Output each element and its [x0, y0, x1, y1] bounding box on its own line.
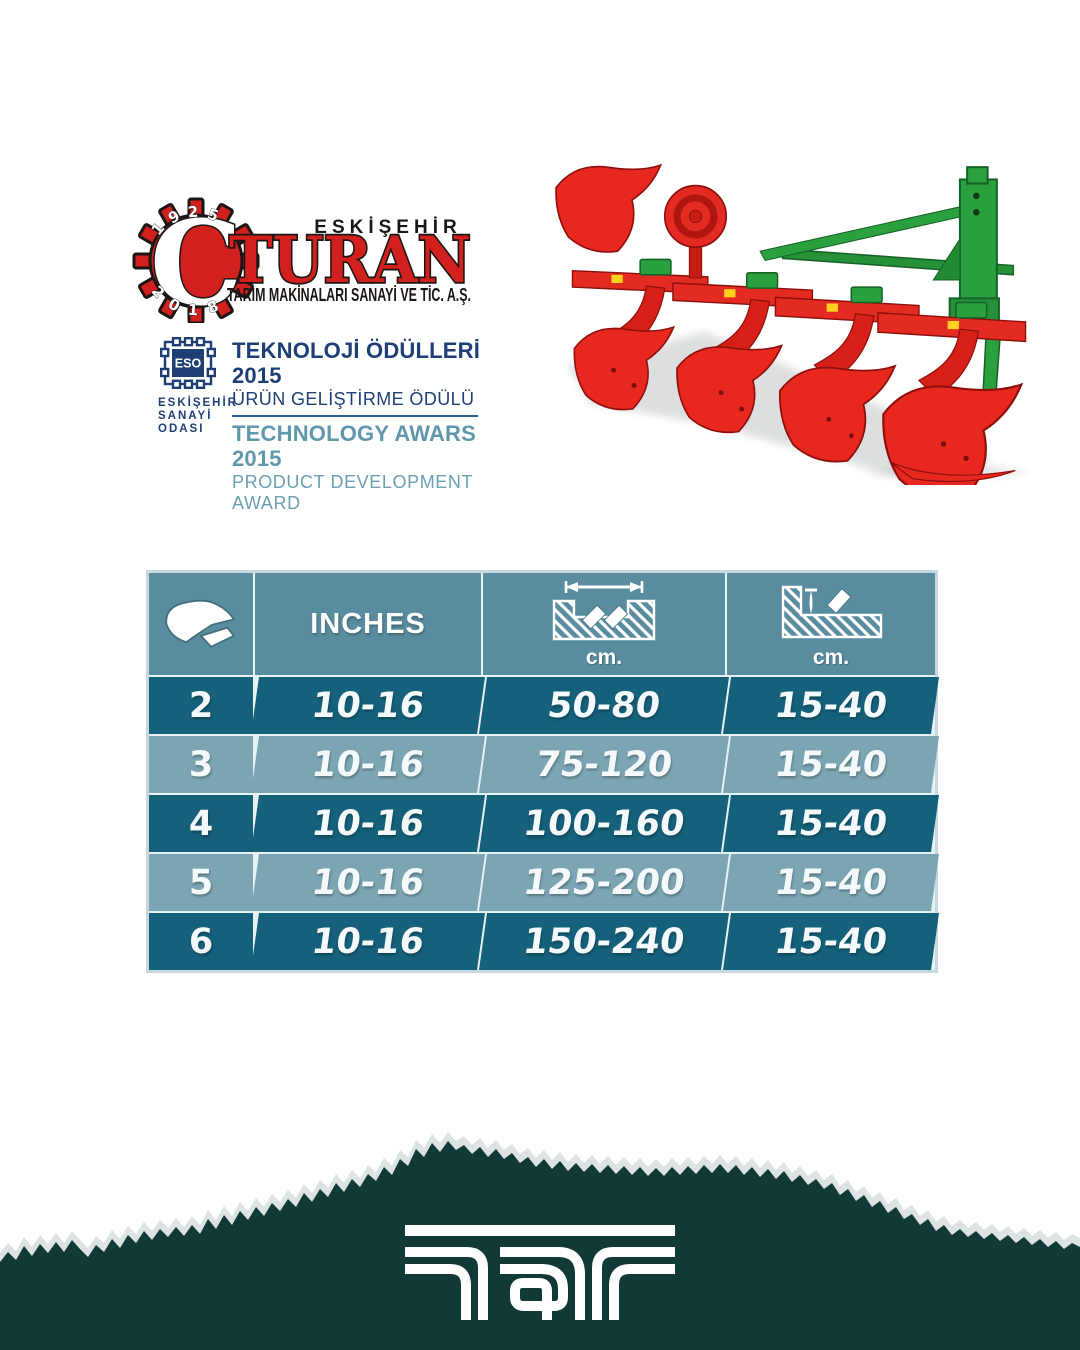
table-cell: 125-200 — [478, 854, 730, 911]
table-cell: 10-16 — [250, 795, 486, 852]
width-unit-label: cm. — [585, 645, 623, 669]
svg-text:2: 2 — [187, 203, 199, 222]
award-text: TEKNOLOJİ ÖDÜLLERİ 2015 ÜRÜN GELİŞTİRME … — [232, 336, 518, 514]
depth-unit-label: cm. — [812, 645, 850, 669]
table-cell: 10-16 — [250, 677, 486, 734]
working-depth-icon — [781, 585, 883, 638]
svg-text:ESO: ESO — [175, 357, 202, 371]
header-plow-body-column — [149, 573, 253, 675]
product-photo-plow — [555, 163, 1034, 485]
brand-name: TURAN — [229, 223, 471, 298]
table-cell: 15-40 — [722, 913, 940, 970]
beams — [571, 269, 1027, 343]
svg-text:1: 1 — [187, 301, 199, 320]
table-cell: 4 — [149, 795, 253, 852]
table-cell: 15-40 — [722, 795, 940, 852]
table-cell: 5 — [149, 854, 253, 911]
tst-monogram-icon — [405, 1225, 675, 1320]
table-cell: 10-16 — [250, 913, 486, 970]
eso-org-name: ESKİŞEHİR SANAYİ ODASI — [158, 397, 238, 435]
award-badge: ESO ESKİŞEHİR SANAYİ ODASI TEKNOLOJİ ÖDÜ… — [158, 336, 518, 514]
award-title-en: TECHNOLOGY AWARS 2015 — [232, 421, 476, 471]
moldboards — [555, 163, 1023, 485]
table-cell: 100-160 — [478, 795, 730, 852]
table-cell: 3 — [149, 736, 253, 793]
table-cell: 15-40 — [722, 677, 940, 734]
table-cell: 2 — [149, 677, 253, 734]
table-cell: 150-240 — [478, 913, 730, 970]
spec-table: INCHES cm. — [146, 570, 940, 973]
depth-wheel — [663, 184, 728, 279]
header-inches-column: INCHES — [255, 573, 481, 675]
table-cell: 6 — [149, 913, 253, 970]
table-cell: 10-16 — [250, 736, 486, 793]
award-subtitle-tr: ÜRÜN GELİŞTİRME ÖDÜLÜ — [232, 389, 475, 409]
brand-logo: C 1 9 2 5 2 0 1 8 ESKİŞEHİR TURAN TARIM … — [132, 195, 473, 323]
eso-chamber-logo-icon: ESO — [160, 337, 216, 389]
award-subtitle-en: PRODUCT DEVELOPMENT AWARD — [232, 472, 473, 513]
brand-subtitle: TARIM MAKİNALARI SANAYİ VE TİC. A.Ş. — [227, 284, 471, 305]
header-working-width-column: cm. — [483, 573, 725, 675]
working-width-icon — [552, 580, 656, 640]
plow-body-icon — [165, 599, 236, 648]
inches-label: INCHES — [310, 607, 426, 640]
award-divider — [232, 415, 478, 417]
gear-letter: C — [150, 196, 242, 323]
eso-column: ESO ESKİŞEHİR SANAYİ ODASI — [158, 336, 238, 514]
footer-tear-silhouette — [0, 1132, 1080, 1350]
header-working-depth-column: cm. — [727, 573, 935, 675]
table-cell: 50-80 — [478, 677, 730, 734]
gear-icon: C 1 9 2 5 2 0 1 8 — [132, 195, 260, 323]
table-cell: 75-120 — [478, 736, 730, 793]
table-cell: 10-16 — [250, 854, 486, 911]
table-cell: 15-40 — [722, 854, 940, 911]
award-title-tr: TEKNOLOJİ ÖDÜLLERİ 2015 — [232, 338, 481, 388]
table-cell: 15-40 — [722, 736, 940, 793]
brand-region: ESKİŞEHİR — [314, 217, 461, 238]
beam-clamps — [639, 258, 988, 319]
